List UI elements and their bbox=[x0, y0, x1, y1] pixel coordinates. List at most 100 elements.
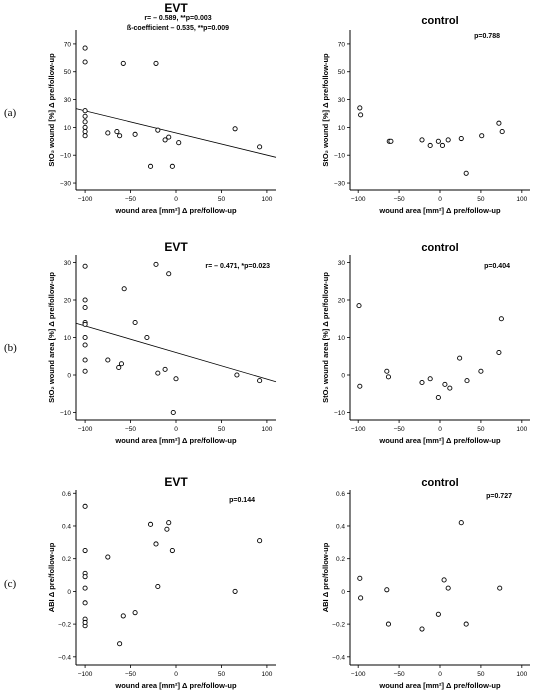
data-point bbox=[153, 60, 159, 66]
data-point bbox=[82, 108, 88, 114]
row-label-a: (a) bbox=[4, 107, 17, 119]
chart-annotation: p=0.144 bbox=[229, 497, 255, 504]
data-point bbox=[419, 137, 425, 143]
data-point bbox=[82, 59, 88, 65]
data-point bbox=[427, 376, 433, 382]
data-point bbox=[169, 163, 175, 169]
data-point bbox=[82, 503, 88, 509]
data-point bbox=[82, 574, 88, 580]
data-point bbox=[120, 60, 126, 66]
x-tick-label: −50 bbox=[125, 196, 136, 203]
data-point bbox=[82, 334, 88, 341]
data-point bbox=[499, 129, 505, 135]
y-tick-label: 0.4 bbox=[62, 523, 71, 530]
y-tick-label: 0.2 bbox=[62, 556, 71, 563]
data-point bbox=[357, 383, 363, 389]
y-axis-label: StO₂ wound area [%] Δ pre/follow-up bbox=[47, 272, 56, 403]
data-point bbox=[144, 334, 150, 341]
data-point bbox=[358, 112, 364, 118]
x-tick-label: −50 bbox=[394, 196, 405, 203]
data-point bbox=[419, 626, 425, 632]
y-tick-label: −0.2 bbox=[58, 622, 71, 629]
y-tick-label: 0 bbox=[67, 589, 71, 596]
y-axis-label: StO₂ wound [%] Δ pre/follow-up bbox=[47, 53, 56, 167]
data-point bbox=[358, 595, 364, 601]
chart-annotation: p=0.404 bbox=[484, 263, 510, 270]
y-axis-label: ABI Δ pre/follow-up bbox=[47, 542, 56, 612]
data-point bbox=[356, 303, 362, 309]
data-point bbox=[170, 409, 176, 416]
y-axis-label: StO₂ wound area [%] Δ pre/follow-up bbox=[321, 272, 330, 403]
chart-annotation: p=0.727 bbox=[486, 493, 512, 500]
chart-annotation: r= – 0.471, *p=0.023 bbox=[205, 263, 270, 270]
data-point bbox=[357, 105, 363, 111]
y-tick-label: −10 bbox=[60, 410, 71, 417]
data-point bbox=[82, 124, 88, 130]
data-point bbox=[164, 526, 170, 532]
x-tick-label: 0 bbox=[174, 196, 178, 203]
data-point bbox=[114, 129, 120, 135]
y-tick-label: 10 bbox=[338, 125, 346, 132]
trend-line bbox=[75, 322, 277, 383]
chart-title: control bbox=[421, 477, 458, 489]
data-point bbox=[435, 138, 441, 144]
y-tick-label: −0.4 bbox=[332, 654, 345, 661]
y-axis-label: ABI Δ pre/follow-up bbox=[321, 542, 330, 612]
x-tick-label: −100 bbox=[351, 426, 366, 433]
data-point bbox=[419, 379, 425, 386]
data-point bbox=[82, 321, 88, 327]
x-tick-label: 100 bbox=[261, 426, 272, 433]
data-point bbox=[153, 541, 159, 547]
data-point bbox=[121, 286, 127, 292]
y-tick-label: 20 bbox=[64, 298, 72, 305]
data-point bbox=[384, 587, 390, 593]
data-point bbox=[117, 133, 123, 139]
y-tick-label: 0.4 bbox=[336, 523, 345, 530]
y-tick-label: −10 bbox=[60, 153, 71, 160]
chart-panel-5: control p=0.727 −100 −50 0 50 100 −0.4 −0.2 0 0.2 0… bbox=[321, 477, 530, 690]
y-tick-label: 30 bbox=[338, 260, 346, 267]
data-point bbox=[166, 520, 172, 526]
data-point bbox=[447, 385, 453, 391]
y-tick-label: 0 bbox=[67, 373, 71, 380]
data-point bbox=[82, 297, 88, 303]
data-point bbox=[232, 126, 238, 132]
y-tick-label: −30 bbox=[60, 181, 71, 188]
data-point bbox=[132, 610, 138, 616]
x-tick-label: −100 bbox=[78, 426, 93, 433]
x-tick-label: 50 bbox=[477, 426, 485, 433]
x-tick-label: 50 bbox=[218, 671, 226, 678]
data-point bbox=[105, 357, 111, 363]
data-point bbox=[384, 368, 390, 374]
data-point bbox=[120, 613, 126, 619]
data-point bbox=[155, 370, 161, 376]
x-axis-label: wound area [mm²] Δ pre/follow-up bbox=[378, 206, 501, 215]
data-point bbox=[82, 133, 88, 139]
data-point bbox=[105, 554, 111, 560]
y-tick-label: 20 bbox=[338, 298, 346, 305]
data-point bbox=[385, 621, 392, 627]
chart-title: EVT bbox=[164, 240, 188, 254]
data-point bbox=[435, 611, 441, 617]
y-axis-label: StO₂ wound [%] Δ pre/follow-up bbox=[321, 53, 330, 167]
y-tick-label: 50 bbox=[338, 69, 346, 76]
x-tick-label: 100 bbox=[261, 196, 272, 203]
data-point bbox=[435, 394, 441, 401]
data-point bbox=[176, 140, 182, 146]
data-point bbox=[132, 319, 138, 326]
data-point bbox=[82, 619, 88, 626]
y-tick-label: −10 bbox=[334, 153, 345, 160]
y-tick-label: 10 bbox=[64, 125, 72, 132]
x-tick-label: −50 bbox=[125, 671, 136, 678]
data-point bbox=[117, 641, 123, 647]
y-tick-label: 0.2 bbox=[336, 556, 345, 563]
data-point bbox=[478, 368, 484, 374]
data-point bbox=[82, 304, 88, 311]
x-axis-label: wound area [mm²] Δ pre/follow-up bbox=[114, 206, 237, 215]
y-tick-label: 70 bbox=[338, 41, 346, 48]
data-point bbox=[82, 368, 88, 374]
x-tick-label: −100 bbox=[78, 671, 93, 678]
y-tick-label: −10 bbox=[334, 410, 345, 417]
